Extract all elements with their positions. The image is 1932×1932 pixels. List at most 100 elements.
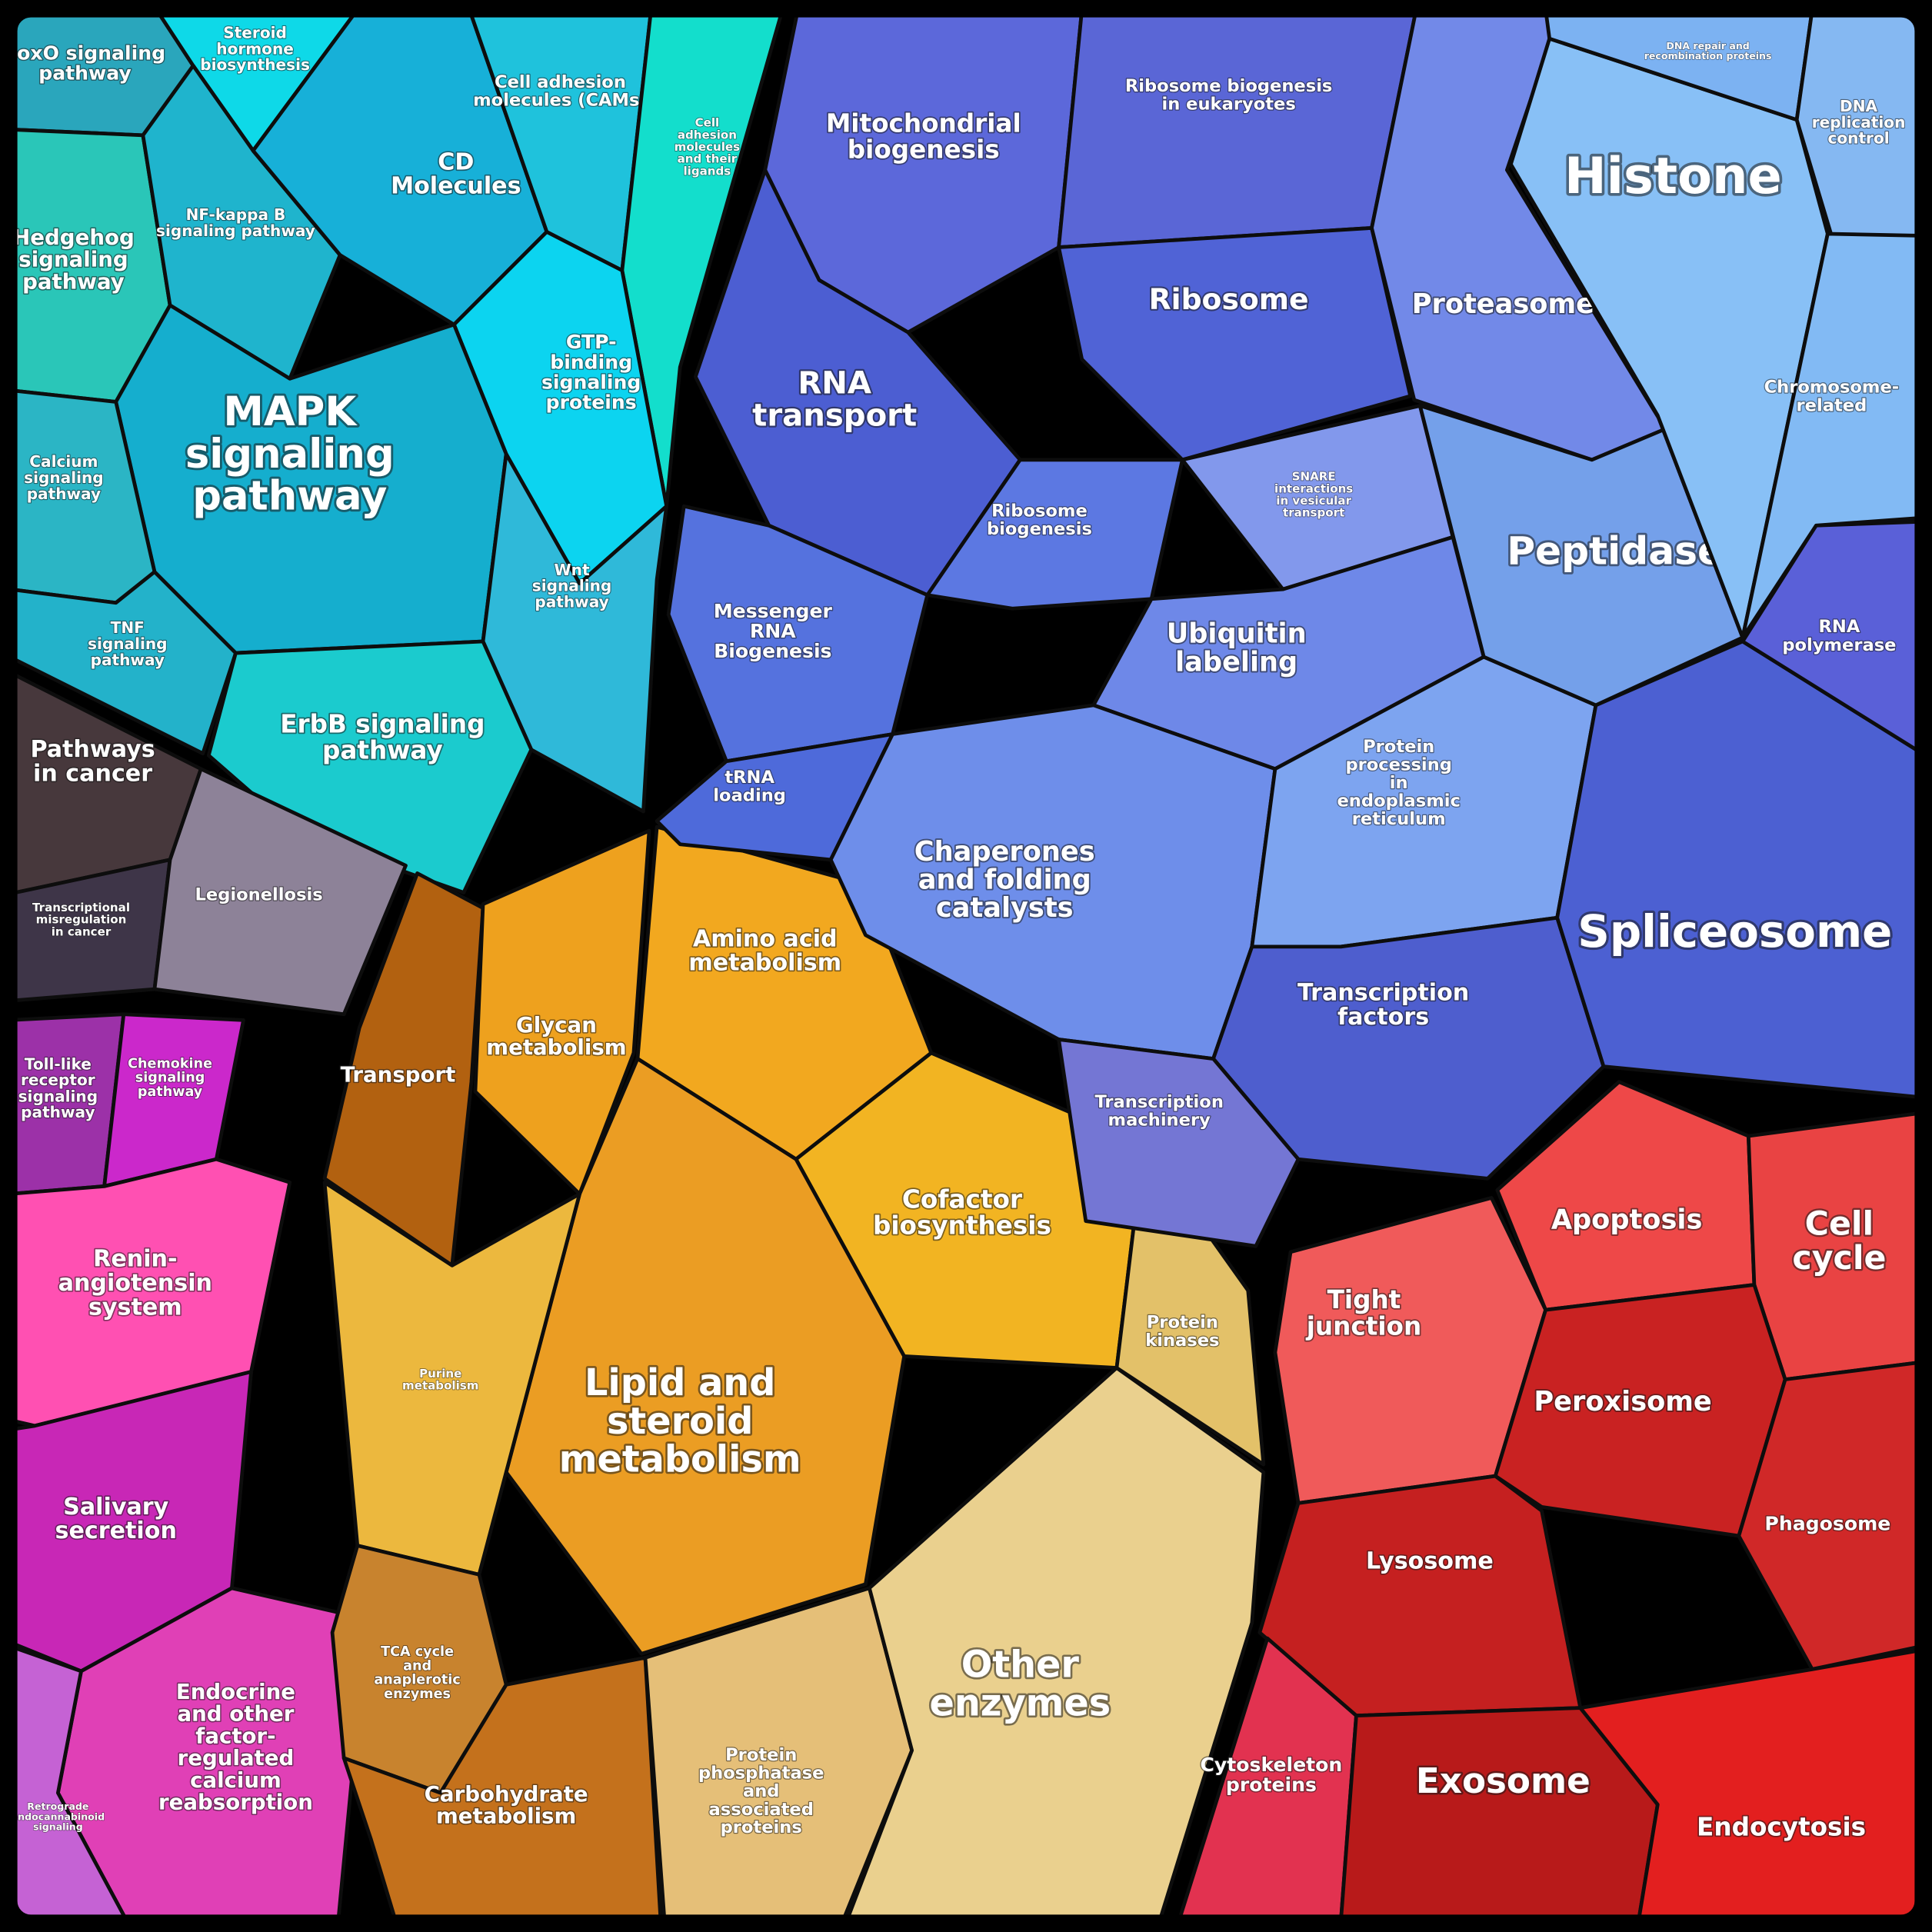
cell-mitochondrial: Mitochondrial biogenesis bbox=[763, 8, 1084, 335]
cell-toll_like-label: Toll-like receptor signaling pathway bbox=[18, 1054, 98, 1121]
cell-phagosome-label: Phagosome bbox=[1764, 1513, 1890, 1535]
cell-glycan-label: Glycan metabolism bbox=[486, 1012, 626, 1060]
cell-calcium: Calcium signaling pathway bbox=[8, 388, 157, 605]
cell-tnf-label: TNF signaling pathway bbox=[88, 618, 167, 669]
cell-peroxisome-label: Peroxisome bbox=[1534, 1386, 1711, 1417]
cell-transport-label: Transport bbox=[341, 1062, 456, 1088]
cell-legionellosis: Legionellosis bbox=[152, 767, 408, 1017]
cell-phagosome-region bbox=[1737, 1360, 1924, 1671]
cell-cams-label: Cell adhesion molecules (CAMs) bbox=[473, 72, 648, 111]
cell-proteasome-label: Proteasome bbox=[1412, 288, 1594, 320]
cell-ribosome_biogenesis: Ribosome biogenesis bbox=[925, 458, 1184, 611]
cell-apoptosis: Apoptosis bbox=[1495, 1080, 1757, 1312]
cell-protein_processing_er-label: Protein processing in endoplasmic reticulum bbox=[1337, 737, 1460, 829]
cell-peptidases-label: Peptidases bbox=[1507, 528, 1747, 574]
treemap-cells-layer: FoxO signaling pathway Steroid hormone biosy… bbox=[4, 8, 1924, 1924]
cell-cofactor-label: Cofactor biosynthesis bbox=[873, 1185, 1051, 1241]
cell-tight_junction-label: Tight junction bbox=[1305, 1285, 1421, 1341]
cell-histone-label: Histone bbox=[1564, 147, 1782, 205]
cell-protein_kinases-label: Protein kinases bbox=[1145, 1312, 1219, 1351]
cell-pathways_cancer: Pathways in cancer bbox=[8, 670, 203, 894]
cell-protein_phosphatase-label: Protein phosphatase and associated proteins bbox=[698, 1745, 824, 1837]
cell-pathways_cancer-label: Pathways in cancer bbox=[30, 736, 155, 787]
cell-transcriptional_misreg: Transcriptional misregulation in cancer bbox=[8, 858, 172, 1003]
cell-endocytosis-label: Endocytosis bbox=[1697, 1812, 1866, 1841]
cell-renin-label: Renin-angiotensin system bbox=[58, 1246, 212, 1321]
cell-transcription_machinery-region bbox=[1057, 1038, 1301, 1248]
cell-ligands-label: Cell adhesion molecules and their ligands bbox=[675, 116, 740, 178]
cell-snare: SNARE interactions in vesicular transport bbox=[1180, 404, 1455, 591]
cell-proteasome: Proteasome bbox=[1370, 8, 1667, 462]
cell-lysosome-label: Lysosome bbox=[1366, 1548, 1494, 1575]
cell-ribosome_biogenesis-label: Ribosome biogenesis bbox=[987, 501, 1092, 539]
cell-carbohydrate: Carbohydrate metabolism bbox=[341, 1655, 663, 1924]
cell-protein_phosphatase: Protein phosphatase and associated proteins bbox=[643, 1586, 914, 1924]
cell-purine-label: Purine metabolism bbox=[402, 1367, 478, 1393]
cell-ribosome_biogenesis-region bbox=[925, 458, 1184, 611]
cell-apoptosis-label: Apoptosis bbox=[1551, 1204, 1703, 1236]
cell-legionellosis-region bbox=[152, 767, 408, 1017]
cell-gtp-label: GTP-binding signaling proteins bbox=[541, 331, 641, 413]
cell-tca-label: TCA cycle and anaplerotic enzymes bbox=[374, 1644, 460, 1702]
cell-purine: Purine metabolism bbox=[322, 1180, 581, 1577]
cell-cell_cycle-label: Cell cycle bbox=[1792, 1205, 1886, 1277]
cell-spliceosome: Spliceosome bbox=[1555, 639, 1924, 1100]
cell-ligands: Cell adhesion molecules and their ligands bbox=[620, 8, 784, 508]
cell-ribosome: Ribosome bbox=[1057, 226, 1413, 462]
cell-erbb-region bbox=[206, 639, 534, 894]
cell-ribosome-label: Ribosome bbox=[1149, 282, 1309, 316]
cell-erbb-label: ErbB signaling pathway bbox=[280, 710, 485, 765]
cell-cytoskeleton-label: Cytoskeleton proteins bbox=[1200, 1754, 1342, 1796]
cell-mapk-label: MAPK signaling pathway bbox=[185, 388, 395, 520]
cell-endocrine-label: Endocrine and other factor-regulated calciu… bbox=[158, 1679, 313, 1815]
cell-salivary: Salivary secretion bbox=[8, 1370, 253, 1674]
cell-gtp: GTP-binding signaling proteins bbox=[451, 230, 669, 586]
cell-peptidases: Peptidases bbox=[1417, 404, 1749, 708]
cell-cofactor: Cofactor biosynthesis bbox=[794, 1051, 1146, 1370]
cell-ribosome_biog_euk-label: Ribosome biogenesis in eukaryotes bbox=[1125, 76, 1333, 115]
cell-retrograde: Retrograde endocannabinoid signaling bbox=[8, 1644, 130, 1924]
cell-rna_transport: RNA transport bbox=[693, 168, 1022, 598]
cell-trna_loading-label: tRNA loading bbox=[713, 768, 786, 806]
cell-ribosome_biog_euk: Ribosome biogenesis in eukaryotes bbox=[1057, 8, 1418, 249]
cell-chromosome_related-region bbox=[1740, 232, 1924, 640]
cell-chaperones-label: Chaperones and folding catalysts bbox=[914, 836, 1095, 924]
cell-retrograde-label: Retrograde endocannabinoid signaling bbox=[12, 1800, 105, 1832]
cell-exosome: Exosome bbox=[1338, 1706, 1660, 1924]
cell-rna_polymerase: RNA polymerase bbox=[1740, 519, 1924, 756]
cell-steroid-label: Steroid hormone biosynthesis bbox=[200, 23, 310, 74]
cell-ubiquitin-label: Ubiquitin labeling bbox=[1167, 618, 1307, 678]
cell-dna_repair-label: DNA repair and recombination proteins bbox=[1644, 40, 1772, 62]
cell-cams: Cell adhesion molecules (CAMs) bbox=[468, 8, 653, 273]
cell-transcription_factors: Transcription factors bbox=[1211, 915, 1606, 1181]
cell-transcriptional_misreg-label: Transcriptional misregulation in cancer bbox=[32, 901, 130, 938]
cell-lipid: Lipid and steroid metabolism bbox=[504, 1057, 907, 1656]
cell-rna_polymerase-label: RNA polymerase bbox=[1782, 617, 1896, 655]
cell-transport: Transport bbox=[322, 871, 485, 1267]
cell-transcription_machinery-label: Transcription machinery bbox=[1094, 1092, 1223, 1131]
cell-endocrine: Endocrine and other factor-regulated calciu… bbox=[55, 1586, 369, 1924]
cell-phagosome: Phagosome bbox=[1737, 1360, 1924, 1671]
cell-lipid-label: Lipid and steroid metabolism bbox=[559, 1362, 801, 1481]
cell-other_enzymes: Other enzymes bbox=[844, 1366, 1266, 1924]
cell-calcium-label: Calcium signaling pathway bbox=[24, 452, 103, 503]
cell-peroxisome: Peroxisome bbox=[1493, 1283, 1787, 1538]
cell-steroid: Steroid hormone biosynthesis bbox=[155, 8, 360, 153]
cell-glycan-region bbox=[473, 828, 651, 1196]
cell-cd_molecules-label: CD Molecules bbox=[391, 149, 521, 200]
cell-lysosome: Lysosome bbox=[1257, 1474, 1583, 1718]
cell-erbb: ErbB signaling pathway bbox=[206, 639, 534, 894]
cell-other_enzymes-label: Other enzymes bbox=[929, 1644, 1111, 1725]
cell-dna_replication: DNA replication control bbox=[1794, 8, 1924, 238]
cell-endocytosis: Endocytosis bbox=[1578, 1647, 1924, 1924]
cell-ribosome_biog_euk-region bbox=[1057, 8, 1418, 249]
cell-chemokine-label: Chemokine signaling pathway bbox=[128, 1056, 212, 1100]
cell-dna_replication-label: DNA replication control bbox=[1812, 97, 1906, 148]
cell-ribosome-region bbox=[1057, 226, 1413, 462]
cell-trna_loading: tRNA loading bbox=[655, 732, 894, 862]
cell-spliceosome-label: Spliceosome bbox=[1577, 905, 1892, 958]
cell-tight_junction: Tight junction bbox=[1273, 1196, 1547, 1505]
